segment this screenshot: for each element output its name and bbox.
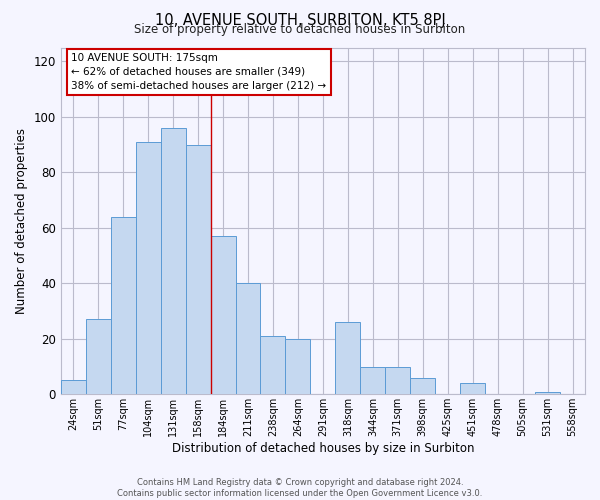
Bar	[286, 339, 310, 394]
Bar	[335, 322, 361, 394]
Bar	[535, 392, 560, 394]
X-axis label: Distribution of detached houses by size in Surbiton: Distribution of detached houses by size …	[172, 442, 474, 455]
Bar	[410, 378, 435, 394]
Bar	[385, 366, 410, 394]
Bar	[460, 383, 485, 394]
Bar	[185, 144, 211, 394]
Bar	[86, 320, 111, 394]
Bar	[260, 336, 286, 394]
Y-axis label: Number of detached properties: Number of detached properties	[15, 128, 28, 314]
Text: Size of property relative to detached houses in Surbiton: Size of property relative to detached ho…	[134, 22, 466, 36]
Bar	[161, 128, 185, 394]
Bar	[61, 380, 86, 394]
Bar	[136, 142, 161, 395]
Text: 10, AVENUE SOUTH, SURBITON, KT5 8PJ: 10, AVENUE SOUTH, SURBITON, KT5 8PJ	[155, 12, 445, 28]
Bar	[236, 284, 260, 395]
Bar	[211, 236, 236, 394]
Text: 10 AVENUE SOUTH: 175sqm
← 62% of detached houses are smaller (349)
38% of semi-d: 10 AVENUE SOUTH: 175sqm ← 62% of detache…	[71, 52, 326, 90]
Text: Contains HM Land Registry data © Crown copyright and database right 2024.
Contai: Contains HM Land Registry data © Crown c…	[118, 478, 482, 498]
Bar	[111, 216, 136, 394]
Bar	[361, 366, 385, 394]
